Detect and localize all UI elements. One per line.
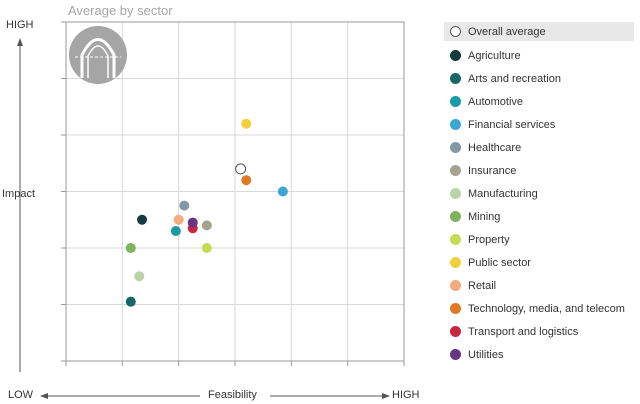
arch-logo [69, 26, 127, 84]
legend-label: Insurance [468, 164, 517, 177]
legend-swatch [450, 349, 461, 360]
legend-label: Financial services [468, 118, 556, 131]
legend-item-arts-and-recreation: Arts and recreation [444, 67, 634, 90]
legend-label: Technology, media, and telecom [468, 302, 625, 315]
legend-item-insurance: Insurance [444, 159, 634, 182]
legend-item-retail: Retail [444, 274, 634, 297]
legend-label: Property [468, 233, 510, 246]
legend-swatch [450, 303, 461, 314]
y-axis-high-label: HIGH [6, 19, 34, 31]
legend-swatch [450, 73, 461, 84]
legend-swatch [450, 188, 461, 199]
legend-swatch [450, 234, 461, 245]
point-overall-average [235, 163, 247, 175]
y-axis-title: Impact [2, 188, 36, 200]
legend-swatch [450, 211, 461, 222]
legend-label: Agriculture [468, 49, 521, 62]
legend-swatch [450, 96, 461, 107]
legend-label: Manufacturing [468, 187, 538, 200]
legend-item-technology-media-and-telecom: Technology, media, and telecom [444, 297, 634, 320]
legend-label: Utilities [468, 348, 504, 361]
point-technology-media-and-telecom [241, 175, 252, 186]
legend-item-overall-average: Overall average [444, 22, 634, 41]
legend-item-healthcare: Healthcare [444, 136, 634, 159]
point-manufacturing [134, 271, 145, 282]
legend-item-property: Property [444, 228, 634, 251]
legend-item-utilities: Utilities [444, 343, 634, 366]
legend-label: Overall average [468, 25, 546, 38]
legend-item-financial-services: Financial services [444, 113, 634, 136]
point-public-sector [241, 118, 252, 129]
legend-swatch [450, 280, 461, 291]
legend-swatch [450, 142, 461, 153]
point-utilities [187, 217, 198, 228]
legend-swatch [450, 165, 461, 176]
legend-label: Mining [468, 210, 501, 223]
legend-label: Healthcare [468, 141, 522, 154]
point-mining [125, 243, 136, 253]
data-points [125, 118, 288, 307]
legend: Overall average Agriculture Arts and recre… [444, 22, 634, 366]
point-healthcare [179, 200, 190, 211]
legend-swatch [450, 50, 461, 61]
legend-item-manufacturing: Manufacturing [444, 182, 634, 205]
legend-swatch [450, 26, 461, 37]
point-automotive [170, 226, 181, 237]
legend-item-public-sector: Public sector [444, 251, 634, 274]
legend-item-mining: Mining [444, 205, 634, 228]
legend-label: Transport and logistics [468, 325, 579, 338]
x-axis-title: Feasibility [208, 389, 257, 401]
legend-item-agriculture: Agriculture [444, 44, 634, 67]
point-property [201, 243, 212, 253]
x-axis-low-label: LOW [8, 389, 34, 401]
legend-swatch [450, 257, 461, 268]
point-arts-and-recreation [125, 296, 136, 307]
legend-label: Automotive [468, 95, 524, 108]
chart-title: Average by sector [68, 3, 173, 18]
legend-label: Retail [468, 279, 497, 292]
point-agriculture [137, 214, 148, 225]
axis-ticks [61, 21, 405, 366]
grid [66, 22, 404, 361]
legend-swatch [450, 326, 461, 337]
legend-item-automotive: Automotive [444, 90, 634, 113]
legend-label: Arts and recreation [468, 72, 561, 85]
legend-label: Public sector [468, 256, 531, 269]
legend-swatch [450, 119, 461, 130]
x-axis-high-label: HIGH [392, 389, 420, 401]
point-insurance [201, 220, 212, 231]
point-retail [173, 214, 184, 225]
point-financial-services [277, 186, 288, 197]
legend-item-transport-and-logistics: Transport and logistics [444, 320, 634, 343]
